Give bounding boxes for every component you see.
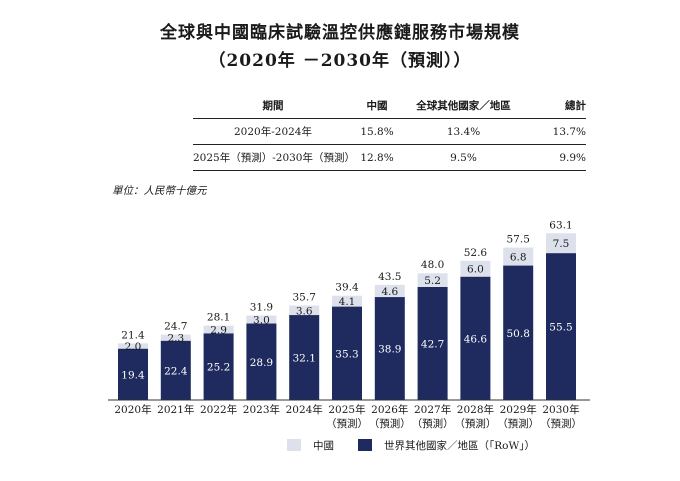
bar-china: [332, 295, 362, 307]
bar-row: [246, 323, 277, 400]
data-label-total: 31.9: [250, 302, 273, 314]
data-label-china: 4.1: [339, 296, 356, 308]
cell-period: 2020年-2024年: [193, 118, 353, 145]
cell-china: 15.8%: [353, 118, 401, 145]
header-total: 總計: [526, 95, 586, 119]
bar-china: [546, 233, 576, 254]
legend-label-row: 世界其他國家／地區（「RoW」）: [384, 439, 536, 452]
bar-china: [289, 305, 320, 316]
data-label-total: 39.4: [335, 282, 359, 294]
x-tick-label: 2024年: [286, 403, 323, 416]
bar-china: [374, 284, 405, 298]
table-row: 2025年（預測）-2030年（預測） 12.8% 9.5% 9.9%: [193, 144, 586, 171]
cell-row: 9.5%: [401, 144, 526, 171]
bar-china: [203, 325, 234, 334]
data-label-china: 7.5: [553, 238, 570, 250]
bar-china: [160, 334, 191, 341]
data-label-row: 19.4: [121, 369, 145, 381]
data-label-row: 55.5: [549, 322, 572, 334]
cell-total: 9.9%: [526, 144, 586, 171]
legend-row: 世界其他國家／地區（「RoW」）: [358, 438, 535, 452]
legend-label-china: 中國: [313, 439, 334, 452]
data-label-total: 24.7: [164, 321, 187, 333]
data-label-total: 52.6: [464, 247, 488, 259]
data-label-row: 46.6: [464, 333, 488, 345]
bar-row: [374, 297, 405, 400]
x-tick-label-forecast: （預測）: [369, 417, 411, 430]
bar-row: [503, 265, 534, 400]
x-tick-label-forecast: （預測）: [497, 417, 539, 430]
data-label-row: 22.4: [164, 365, 188, 377]
x-tick-label: 2028年: [457, 403, 494, 416]
data-label-total: 35.7: [293, 292, 316, 304]
data-label-china: 2.0: [125, 341, 142, 353]
data-label-row: 25.2: [207, 362, 230, 374]
data-label-china: 4.6: [381, 286, 398, 298]
cell-period: 2025年（預測）-2030年（預測）: [193, 144, 355, 171]
bar-row: [546, 253, 576, 400]
x-tick-label: 2020年: [114, 403, 151, 416]
data-label-total: 57.5: [507, 234, 530, 246]
x-tick-label: 2029年: [500, 403, 537, 416]
data-label-row: 38.9: [378, 344, 401, 356]
cagr-table: 期間 中國 全球其他國家／地區 總計 2020年-2024年 15.8% 13.…: [193, 95, 586, 171]
bar-row: [203, 333, 234, 400]
data-label-row: 32.1: [293, 353, 316, 365]
data-label-row: 50.8: [507, 328, 530, 340]
bar-row: [332, 306, 362, 400]
bar-row: [460, 276, 491, 400]
data-label-total: 48.0: [421, 259, 444, 271]
legend-swatch-row: [358, 439, 372, 451]
x-tick-label-forecast: （預測）: [412, 417, 454, 430]
bar-row: [118, 348, 148, 400]
data-label-total: 63.1: [549, 219, 572, 231]
legend-china: 中國: [287, 438, 334, 452]
x-tick-label-forecast: （預測）: [326, 417, 368, 430]
chart-title: 全球與中國臨床試驗溫控供應鏈服務市場規模: [160, 23, 520, 43]
x-tick-label: 2026年: [371, 403, 408, 416]
x-tick-label: 2022年: [200, 403, 237, 416]
bar-row: [417, 286, 448, 400]
x-tick-label-forecast: （預測）: [454, 417, 496, 430]
cell-total: 13.7%: [526, 118, 586, 145]
header-china: 中國: [353, 95, 401, 119]
cagr-table-header: 期間 中國 全球其他國家／地區 總計: [193, 95, 586, 119]
data-label-row: 28.9: [250, 357, 273, 369]
data-label-china: 2.3: [167, 333, 184, 345]
x-tick-label: 2027年: [414, 403, 451, 416]
x-tick-label: 2030年: [542, 403, 579, 416]
table-row: 2020年-2024年 15.8% 13.4% 13.7%: [193, 118, 586, 145]
data-label-row: 42.7: [421, 338, 444, 350]
data-label-row: 35.3: [335, 348, 358, 360]
data-label-china: 3.0: [253, 315, 270, 327]
header-row: 全球其他國家／地區: [401, 95, 526, 119]
x-tick-label-forecast: （預測）: [540, 417, 582, 430]
bar-row: [160, 340, 191, 400]
data-label-china: 3.6: [296, 305, 313, 317]
bar-row: [289, 315, 320, 400]
data-label-total: 21.4: [121, 329, 145, 341]
bar-china: [460, 260, 491, 277]
x-tick-label: 2021年: [157, 403, 194, 416]
cell-row: 13.4%: [401, 118, 526, 145]
data-label-total: 43.5: [378, 271, 401, 283]
x-tick-label: 2025年: [328, 403, 365, 416]
bar-china: [417, 273, 448, 287]
cell-china: 12.8%: [353, 144, 401, 171]
data-label-china: 6.0: [467, 264, 484, 276]
data-label-china: 5.2: [424, 275, 441, 287]
data-label-china: 2.9: [210, 324, 227, 336]
chart-subtitle: （2020年 －2030年（預測））: [208, 51, 472, 71]
data-label-china: 6.8: [510, 252, 527, 264]
bar-china: [246, 315, 277, 324]
bar-china: [118, 343, 148, 349]
data-label-total: 28.1: [207, 312, 230, 324]
legend-swatch-china: [287, 439, 301, 451]
unit-label: 單位：人民幣十億元: [112, 185, 207, 197]
x-tick-label: 2023年: [243, 403, 280, 416]
bar-china: [503, 247, 534, 266]
header-period: 期間: [193, 95, 353, 119]
